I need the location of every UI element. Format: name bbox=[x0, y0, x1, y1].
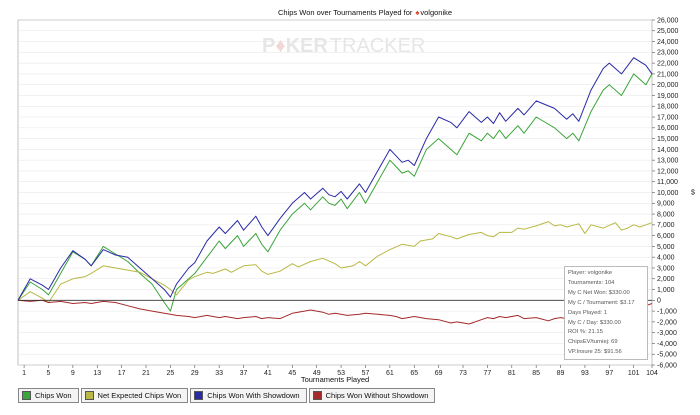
legend-swatch bbox=[22, 391, 31, 400]
stat-net-won: My C Net Won: $330.00 bbox=[568, 289, 630, 296]
stat-vp-insure: VP.Insure 25: $91.56 bbox=[568, 349, 622, 356]
axes: -6,000 -5,000 -4,000 -3,000 -2,000 -1,000 0 1,0… bbox=[18, 17, 695, 377]
x-tick-label: 25 bbox=[167, 370, 175, 377]
y-tick-label: 14,000 bbox=[657, 147, 679, 154]
legend-label: Chips Won bbox=[35, 391, 72, 400]
player-stats-box: Player: volgonike Tournaments: 104 My C … bbox=[564, 266, 648, 360]
x-tick-label: 81 bbox=[508, 370, 516, 377]
x-tick-label: 93 bbox=[581, 370, 589, 377]
y-tick-label: 18,000 bbox=[657, 104, 679, 111]
y-tick-label: 7,000 bbox=[657, 222, 675, 229]
y-tick-label: 22,000 bbox=[657, 61, 679, 68]
x-tick-label: 69 bbox=[435, 370, 443, 377]
x-tick-label: 49 bbox=[313, 370, 321, 377]
x-tick-label: 53 bbox=[337, 370, 345, 377]
y-tick-label: 5,000 bbox=[657, 244, 675, 251]
y-tick-label: -5,000 bbox=[657, 352, 677, 359]
y-tick-label: -6,000 bbox=[657, 362, 677, 369]
x-tick-label: 61 bbox=[386, 370, 394, 377]
legend-swatch bbox=[84, 391, 94, 400]
x-tick-label: 97 bbox=[605, 370, 613, 377]
y-tick-label: 23,000 bbox=[657, 50, 679, 57]
x-tick-label: 73 bbox=[459, 370, 467, 377]
grid bbox=[17, 19, 653, 366]
legend-item-showdown[interactable]: Chips Won With Showdown bbox=[190, 388, 307, 403]
y-tick-label: 11,000 bbox=[657, 179, 678, 186]
y-tick-label: -2,000 bbox=[657, 319, 677, 326]
x-tick-label: 37 bbox=[240, 370, 248, 377]
series-lines bbox=[17, 57, 653, 325]
x-tick-label: 33 bbox=[215, 370, 223, 377]
series-line-chips-won-without-showdown bbox=[17, 299, 653, 325]
stat-chips-ev: ChipsEV/turniej: 69 bbox=[568, 339, 618, 346]
series-line-net-expected-chips-won bbox=[17, 221, 653, 303]
y-tick-label: 2,000 bbox=[657, 276, 675, 283]
y-tick-label: -4,000 bbox=[657, 341, 677, 348]
chart-title: Chips Won over Tournaments Played for ♠vo… bbox=[278, 8, 452, 17]
x-tick-label: 17 bbox=[118, 370, 126, 377]
x-tick-label: 45 bbox=[288, 370, 296, 377]
x-tick-label: 21 bbox=[142, 370, 150, 377]
watermark-text: P♦KER TRACKER bbox=[262, 35, 425, 57]
y-tick-label: 1,000 bbox=[657, 287, 675, 294]
y-tick-label: 12,000 bbox=[657, 168, 679, 175]
legend: Chips Won Net Expected Chips Won Chips W… bbox=[18, 388, 437, 403]
legend-item-chips-won[interactable]: Chips Won bbox=[18, 388, 79, 403]
stat-player: Player: volgonike bbox=[568, 270, 613, 276]
x-tick-label: 77 bbox=[484, 370, 492, 377]
x-axis-label: Tournaments Played bbox=[301, 375, 369, 384]
x-tick-label: 57 bbox=[362, 370, 370, 377]
x-tick-label: 101 bbox=[628, 370, 640, 377]
x-tick-label: 13 bbox=[93, 370, 101, 377]
y-tick-label: 9,000 bbox=[657, 201, 675, 208]
series-line-chips-won-with-showdown bbox=[17, 57, 653, 301]
stat-per-day: My C / Day: $330.00 bbox=[568, 319, 621, 326]
legend-item-without-showdown[interactable]: Chips Won Without Showdown bbox=[308, 388, 436, 403]
legend-label: Net Expected Chips Won bbox=[97, 391, 182, 400]
y-tick-label: 6,000 bbox=[657, 233, 675, 240]
y-tick-label: 10,000 bbox=[657, 190, 679, 197]
x-tick-label: 5 bbox=[47, 370, 51, 377]
legend-item-net-expected[interactable]: Net Expected Chips Won bbox=[80, 388, 189, 403]
y-tick-label: 16,000 bbox=[657, 125, 679, 132]
stat-tournaments: Tournaments: 104 bbox=[568, 279, 615, 286]
y-tick-label: 0 bbox=[657, 298, 661, 305]
y-tick-label: 4,000 bbox=[657, 255, 675, 262]
y-tick-label: 13,000 bbox=[657, 158, 679, 165]
x-tick-label: 65 bbox=[410, 370, 418, 377]
y-tick-label: -1,000 bbox=[657, 308, 677, 315]
x-tick-label: 104 bbox=[646, 370, 658, 377]
y-tick-label: 20,000 bbox=[657, 82, 679, 89]
legend-label: Chips Won Without Showdown bbox=[325, 391, 429, 400]
y-tick-label: 25,000 bbox=[657, 28, 679, 35]
stat-roi: ROI %: 21.15 bbox=[568, 329, 603, 336]
series-line-chips-won bbox=[17, 73, 653, 312]
y-tick-label: 3,000 bbox=[657, 265, 675, 272]
y-unit-mark: $ bbox=[691, 190, 695, 197]
legend-label: Chips Won With Showdown bbox=[207, 391, 300, 400]
y-tick-label: -3,000 bbox=[657, 330, 677, 337]
x-tick-label: 1 bbox=[22, 370, 26, 377]
x-tick-label: 41 bbox=[264, 370, 272, 377]
x-tick-label: 85 bbox=[532, 370, 540, 377]
y-tick-label: 21,000 bbox=[657, 71, 679, 78]
watermark: P♦KER TRACKER bbox=[262, 35, 425, 57]
y-tick-label: 26,000 bbox=[657, 17, 679, 24]
x-tick-label: 89 bbox=[557, 370, 565, 377]
legend-swatch bbox=[312, 391, 322, 400]
stat-days-played: Days Played: 1 bbox=[568, 309, 607, 316]
y-tick-label: 8,000 bbox=[657, 211, 675, 218]
x-tick-label: 29 bbox=[191, 370, 199, 377]
y-tick-label: 17,000 bbox=[657, 114, 679, 121]
y-tick-label: 19,000 bbox=[657, 93, 679, 100]
y-tick-label: 24,000 bbox=[657, 39, 679, 46]
legend-swatch bbox=[194, 391, 204, 400]
stat-per-tournament: My C / Tournament: $3.17 bbox=[568, 299, 635, 306]
x-tick-label: 9 bbox=[71, 370, 75, 377]
y-tick-label: 15,000 bbox=[657, 136, 679, 143]
